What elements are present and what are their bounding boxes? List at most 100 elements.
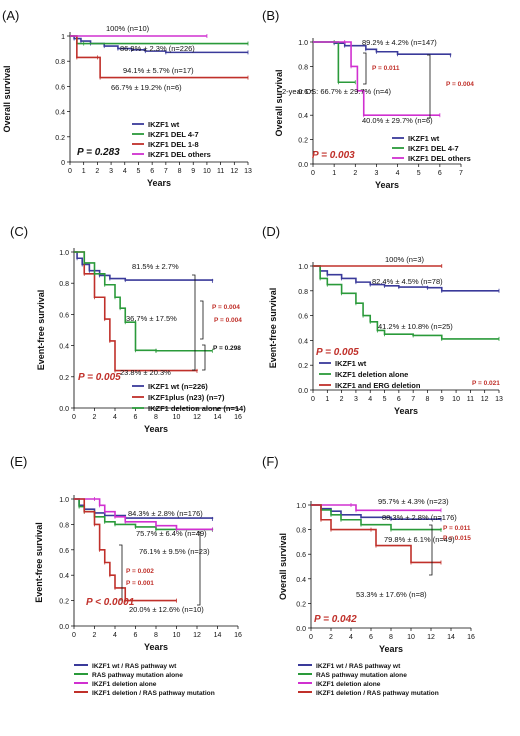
x-axis-title: Years [394, 406, 418, 416]
x-tick-label: 16 [467, 634, 475, 641]
x-tick-label: 2 [95, 168, 99, 175]
y-tick-label: 0.6 [55, 84, 65, 91]
y-tick-label: 0.2 [59, 375, 69, 382]
legend-label: IKZF1 deletion / RAS pathway mutation [316, 690, 439, 697]
survival-annotation: 84.3% ± 2.8% (n=176) [128, 509, 203, 518]
survival-annotation: 36.7% ± 17.5% [126, 314, 177, 323]
y-axis-title: Overall survival [278, 533, 288, 600]
x-tick-label: 2 [93, 414, 97, 421]
x-axis-title: Years [379, 644, 403, 654]
comparison-bracket [429, 524, 433, 576]
chart-panel-a: (A)00.20.40.60.810 1 2 3 4 5 6 7 8 9 10 11 12 13Years… [2, 8, 252, 188]
survival-annotation: 40.0% ± 29.7% (n=6) [362, 116, 433, 125]
y-tick-label: 0.2 [298, 138, 308, 145]
x-tick-label: 8 [154, 632, 158, 639]
x-tick-label: 9 [440, 396, 444, 403]
x-axis-title: Years [144, 424, 168, 434]
y-tick-label: 0.8 [59, 522, 69, 529]
pairwise-pvalue: P = 0.011 [372, 65, 400, 72]
x-tick-label: 10 [173, 632, 181, 639]
y-tick-label: 0.8 [298, 289, 308, 296]
y-tick-label: 0.2 [55, 135, 65, 142]
overall-pvalue: P = 0.005 [78, 372, 121, 383]
y-tick-label: 0.6 [296, 552, 306, 559]
legend-label: IKZF1 deletion alone [92, 681, 157, 688]
x-tick-label: 4 [113, 414, 117, 421]
y-tick-label: 1.0 [59, 250, 69, 257]
comparison-bracket [192, 274, 196, 371]
y-tick-label: 0.2 [59, 599, 69, 606]
legend-label: RAS pathway mutation alone [92, 672, 183, 679]
x-tick-label: 8 [426, 396, 430, 403]
x-tick-label: 0 [72, 414, 76, 421]
y-tick-label: 0.0 [298, 162, 308, 169]
comparison-bracket [200, 300, 204, 340]
legend-label: IKZF1 deletion alone [316, 681, 381, 688]
x-tick-label: 13 [495, 396, 503, 403]
legend-panel-e: IKZF1 wt / RAS pathway wt RAS pathway mut… [74, 663, 215, 697]
x-tick-label: 7 [459, 170, 463, 177]
x-tick-label: 6 [134, 632, 138, 639]
y-tick-label: 1.0 [59, 497, 69, 504]
x-tick-label: 0 [311, 396, 315, 403]
panel-label: (A) [2, 8, 19, 23]
legend-label: IKZF1 wt / RAS pathway wt [316, 663, 401, 670]
y-tick-label: 1 [61, 34, 65, 41]
pairwise-pvalue: P = 0.004 [212, 304, 240, 311]
x-tick-label: 14 [447, 634, 455, 641]
survival-annotation: 20.0% ± 12.6% (n=10) [129, 605, 204, 614]
y-tick-label: 0.0 [59, 624, 69, 631]
overall-pvalue: P = 0.005 [316, 347, 359, 358]
panel-label: (E) [10, 454, 27, 469]
x-tick-label: 11 [217, 168, 224, 175]
survival-annotation: 23.8% ± 20.3% [120, 368, 171, 377]
legend-label: IKZF1 wt [148, 120, 180, 129]
legend-label: IKZF1 DEL 4-7 [148, 130, 199, 139]
x-tick-label: 3 [374, 170, 378, 177]
legend-label: RAS pathway mutation alone [316, 672, 407, 679]
overall-pvalue: P < 0.0001 [86, 597, 135, 608]
legend-label: IKZF1 wt [408, 134, 440, 143]
x-tick-label: 5 [417, 170, 421, 177]
y-tick-label: 0.2 [296, 601, 306, 608]
panel-label: (D) [262, 224, 280, 239]
legend-label: IKZF1 deletion alone [335, 370, 408, 379]
legend-label: IKZF1 wt [335, 359, 367, 368]
legend-label: IKZF1 DEL 1-8 [148, 140, 199, 149]
x-tick-label: 14 [214, 632, 222, 639]
survival-annotation: 82.4% ± 4.5% (n=78) [372, 277, 443, 286]
x-tick-label: 12 [427, 634, 435, 641]
x-tick-label: 12 [481, 396, 489, 403]
x-tick-label: 13 [244, 168, 252, 175]
y-tick-label: 0.8 [59, 281, 69, 288]
y-tick-label: 0.8 [55, 59, 65, 66]
x-tick-label: 8 [154, 414, 158, 421]
chart-panel-b: (B) 0.0 0.2 0.4 0.6 0.8 1.0 0 1 2 3 4 5 6 7 Years Overal… [262, 8, 474, 190]
y-axis-title: Event-free survival [34, 522, 44, 603]
legend-label: IKZF1 DEL others [408, 154, 471, 163]
survival-annotation: 76.1% ± 9.5% (n=23) [139, 547, 210, 556]
pairwise-pvalue: P = 0.004 [214, 317, 242, 324]
series-line-3 [313, 41, 440, 116]
survival-annotation: 81.5% ± 2.7% [132, 262, 179, 271]
x-axis-title: Years [147, 178, 171, 188]
x-tick-label: 4 [123, 168, 127, 175]
survival-annotation: 95.7% ± 4.3% (n=23) [378, 497, 449, 506]
y-tick-label: 0.8 [298, 64, 308, 71]
legend-panel-f: IKZF1 wt / RAS pathway wt RAS pathway mut… [298, 663, 439, 697]
y-tick-label: 0.2 [298, 363, 308, 370]
x-tick-label: 12 [193, 414, 201, 421]
legend-label: IKZF1 DEL others [148, 150, 211, 159]
y-tick-label: 1.0 [298, 264, 308, 271]
y-tick-label: 0 [61, 160, 65, 167]
y-tick-label: 0.8 [296, 528, 306, 535]
x-tick-label: 8 [389, 634, 393, 641]
y-tick-label: 0.4 [55, 110, 65, 117]
x-tick-label: 5 [137, 168, 141, 175]
panel-label: (C) [10, 224, 28, 239]
x-tick-label: 10 [452, 396, 460, 403]
x-tick-label: 4 [368, 396, 372, 403]
legend-label: IKZF1 DEL 4-7 [408, 144, 459, 153]
y-tick-label: 0.6 [298, 89, 308, 96]
